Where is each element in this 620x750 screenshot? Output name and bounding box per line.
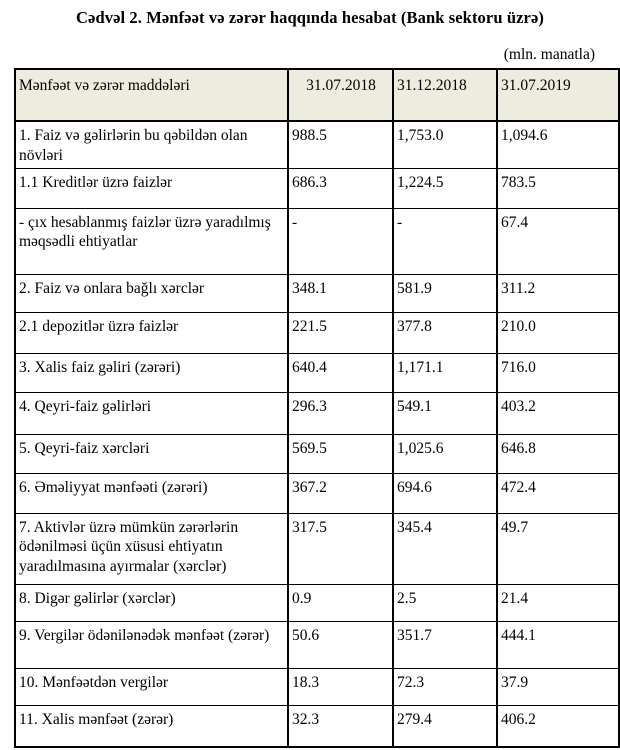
value-cell: 32.3	[287, 704, 394, 748]
value-cell: 367.2	[287, 472, 394, 514]
table-row: 6. Əməliyyat mənfəəti (zərəri) 367.2 694…	[14, 472, 620, 514]
value-cell: 296.3	[287, 391, 394, 435]
value-cell: 406.2	[496, 704, 620, 748]
table-row: 2. Faiz və onlara bağlı xərclər 348.1 58…	[14, 273, 620, 313]
table-body: 1. Faiz və gəlirlərin bu qəbildən olan n…	[14, 120, 620, 748]
table-row: 8. Digər gəlirlər (xərclər) 0.9 2.5 21.4	[14, 583, 620, 622]
unit-note: (mln. manatla)	[503, 46, 595, 63]
header-date-2: 31.12.2018	[392, 68, 498, 122]
table-row: - çıx hesablanmış faizlər üzrə yaradılmı…	[14, 207, 620, 275]
row-label: 1.1 Kreditlər üzrə faizlər	[14, 167, 289, 209]
value-cell: 345.4	[392, 512, 498, 585]
header-row: Mənfəət və zərər maddələri 31.07.2018 31…	[14, 68, 620, 122]
value-cell: 221.5	[287, 311, 394, 354]
row-label: 10. Mənfəətdən vergilər	[14, 667, 289, 706]
value-cell: 49.7	[496, 512, 620, 585]
table-row: 5. Qeyri-faiz xərcləri 569.5 1,025.6 646…	[14, 433, 620, 474]
table-row: 1.1 Kreditlər üzrə faizlər 686.3 1,224.5…	[14, 167, 620, 209]
row-label: - çıx hesablanmış faizlər üzrə yaradılmı…	[14, 207, 289, 275]
table-row: 10. Mənfəətdən vergilər 18.3 72.3 37.9	[14, 667, 620, 706]
row-label: 2.1 depozitlər üzrə faizlər	[14, 311, 289, 354]
row-label: 1. Faiz və gəlirlərin bu qəbildən olan n…	[14, 120, 289, 169]
table-row: 1. Faiz və gəlirlərin bu qəbildən olan n…	[14, 120, 620, 169]
row-label: 7. Aktivlər üzrə mümkün zərərlərin ödəni…	[14, 512, 289, 585]
row-label: 8. Digər gəlirlər (xərclər)	[14, 583, 289, 622]
value-cell: 403.2	[496, 391, 620, 435]
page-title: Cədvəl 2. Mənfəət və zərər haqqında hesa…	[76, 8, 544, 27]
value-cell: 377.8	[392, 311, 498, 354]
value-cell: 348.1	[287, 273, 394, 313]
table-row: 7. Aktivlər üzrə mümkün zərərlərin ödəni…	[14, 512, 620, 585]
row-label: 9. Vergilər ödənilənədək mənfəət (zərər)	[14, 620, 289, 669]
row-label: 5. Qeyri-faiz xərcləri	[14, 433, 289, 474]
table-row: 3. Xalis faiz gəliri (zərəri) 640.4 1,17…	[14, 352, 620, 393]
value-cell: 581.9	[392, 273, 498, 313]
profit-loss-table: Mənfəət və zərər maddələri 31.07.2018 31…	[14, 68, 620, 749]
header-date-3: 31.07.2019	[496, 68, 620, 122]
value-cell: 0.9	[287, 583, 394, 622]
table-header: Mənfəət və zərər maddələri 31.07.2018 31…	[14, 68, 620, 122]
value-cell: 21.4	[496, 583, 620, 622]
value-cell: 37.9	[496, 667, 620, 706]
value-cell: 444.1	[496, 620, 620, 669]
row-label: 2. Faiz və onlara bağlı xərclər	[14, 273, 289, 313]
value-cell: 1,224.5	[392, 167, 498, 209]
table-row: 11. Xalis mənfəət (zərər) 32.3 279.4 406…	[14, 704, 620, 748]
value-cell: 279.4	[392, 704, 498, 748]
value-cell: 716.0	[496, 352, 620, 393]
value-cell: 1,025.6	[392, 433, 498, 474]
value-cell: 67.4	[496, 207, 620, 275]
value-cell: 694.6	[392, 472, 498, 514]
table-row: 9. Vergilər ödənilənədək mənfəət (zərər)…	[14, 620, 620, 669]
value-cell: 317.5	[287, 512, 394, 585]
row-label: 6. Əməliyyat mənfəəti (zərəri)	[14, 472, 289, 514]
value-cell: 549.1	[392, 391, 498, 435]
row-label: 4. Qeyri-faiz gəlirləri	[14, 391, 289, 435]
value-cell: 2.5	[392, 583, 498, 622]
value-cell: 640.4	[287, 352, 394, 393]
header-date-1: 31.07.2018	[287, 68, 394, 122]
value-cell: 1,094.6	[496, 120, 620, 169]
value-cell: 569.5	[287, 433, 394, 474]
value-cell: 646.8	[496, 433, 620, 474]
value-cell: 783.5	[496, 167, 620, 209]
value-cell: 50.6	[287, 620, 394, 669]
value-cell: -	[392, 207, 498, 275]
value-cell: 988.5	[287, 120, 394, 169]
value-cell: 72.3	[392, 667, 498, 706]
header-items-column: Mənfəət və zərər maddələri	[14, 68, 289, 122]
value-cell: -	[287, 207, 394, 275]
row-label: 11. Xalis mənfəət (zərər)	[14, 704, 289, 748]
row-label: 3. Xalis faiz gəliri (zərəri)	[14, 352, 289, 393]
table-row: 2.1 depozitlər üzrə faizlər 221.5 377.8 …	[14, 311, 620, 354]
value-cell: 311.2	[496, 273, 620, 313]
value-cell: 686.3	[287, 167, 394, 209]
value-cell: 1,753.0	[392, 120, 498, 169]
value-cell: 1,171.1	[392, 352, 498, 393]
value-cell: 210.0	[496, 311, 620, 354]
table-row: 4. Qeyri-faiz gəlirləri 296.3 549.1 403.…	[14, 391, 620, 435]
value-cell: 472.4	[496, 472, 620, 514]
value-cell: 351.7	[392, 620, 498, 669]
value-cell: 18.3	[287, 667, 394, 706]
